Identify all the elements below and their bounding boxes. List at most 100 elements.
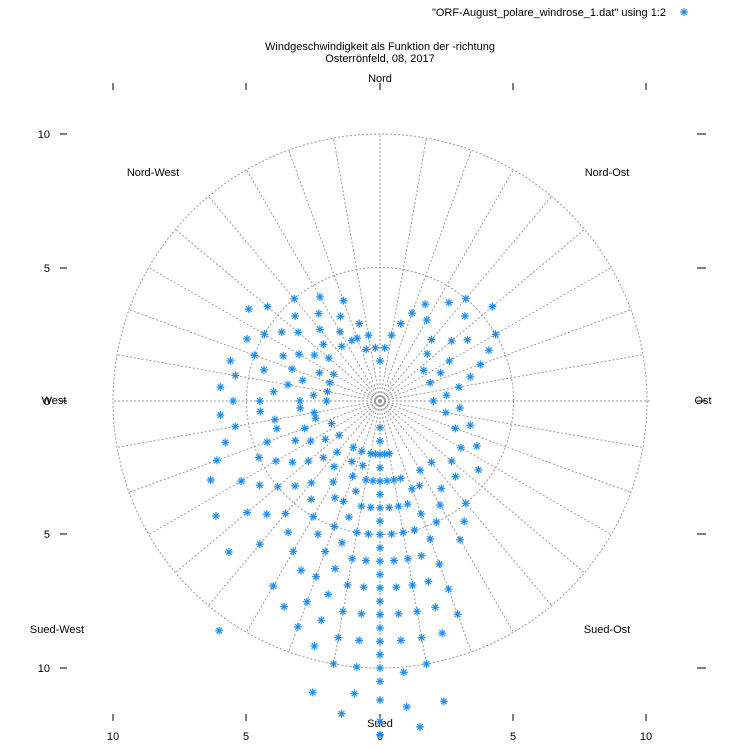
data-point <box>244 305 253 314</box>
data-point <box>427 458 436 467</box>
data-point <box>431 603 440 612</box>
data-point <box>344 513 353 522</box>
data-point <box>364 331 373 340</box>
data-point <box>442 391 451 400</box>
data-point <box>362 556 371 565</box>
data-point <box>339 497 348 506</box>
angle-grid-line <box>379 400 514 633</box>
data-point <box>329 659 338 668</box>
x-tick-label: 10 <box>640 731 652 743</box>
data-point <box>394 502 403 511</box>
data-point <box>444 298 453 307</box>
data-point <box>366 449 375 458</box>
data-point <box>309 512 318 521</box>
data-point <box>447 457 456 466</box>
legend: "ORF-August_polare_windrose_1.dat" using… <box>432 7 688 19</box>
data-point <box>416 466 425 475</box>
data-point <box>343 581 352 590</box>
data-point <box>439 697 448 706</box>
data-point <box>396 474 405 483</box>
data-point <box>444 585 453 594</box>
data-point <box>385 449 394 458</box>
data-point <box>269 581 278 590</box>
data-point <box>211 511 220 520</box>
data-point <box>336 312 345 321</box>
data-point <box>455 403 464 412</box>
data-point <box>413 607 422 616</box>
data-point <box>376 490 384 499</box>
data-point <box>312 572 321 581</box>
data-point <box>451 424 460 433</box>
data-point <box>369 476 378 485</box>
data-point <box>352 528 361 537</box>
data-point <box>403 500 412 509</box>
data-point <box>376 437 384 446</box>
data-point <box>399 528 408 537</box>
r-grid-circle <box>112 133 648 669</box>
angle-grid-line <box>379 400 632 493</box>
data-point <box>376 650 384 659</box>
data-point <box>327 419 336 428</box>
data-point <box>271 457 280 466</box>
data-point <box>337 538 346 547</box>
data-point <box>309 391 318 400</box>
angle-grid-line <box>207 400 381 606</box>
data-point <box>357 502 366 511</box>
data-point <box>325 378 334 387</box>
data-point <box>307 478 316 487</box>
data-point <box>221 438 230 447</box>
data-point <box>460 312 469 321</box>
data-point <box>376 503 384 512</box>
data-point <box>396 319 405 328</box>
data-point <box>423 349 432 358</box>
y-tick-label: 5 <box>44 263 50 275</box>
angle-grid-line <box>333 137 381 402</box>
data-point <box>337 342 346 351</box>
data-point <box>337 709 346 718</box>
data-point <box>382 476 391 485</box>
data-point <box>315 292 324 301</box>
data-point <box>224 548 233 557</box>
data-point <box>376 463 384 472</box>
data-point <box>330 493 339 502</box>
data-point <box>389 556 398 565</box>
data-point <box>376 664 384 672</box>
data-point <box>451 472 460 481</box>
data-point <box>364 529 373 538</box>
data-point <box>407 484 416 493</box>
angle-grid-line <box>379 309 632 402</box>
data-point <box>237 477 246 486</box>
data-point <box>321 435 330 444</box>
data-point <box>272 424 281 433</box>
data-point <box>313 530 322 539</box>
data-point <box>310 408 319 417</box>
data-point <box>376 557 384 566</box>
data-point <box>250 351 259 360</box>
data-point <box>348 554 357 563</box>
angle-grid-line <box>116 400 381 448</box>
data-point <box>262 510 271 519</box>
data-point <box>321 547 330 556</box>
data-point <box>371 450 380 459</box>
data-point <box>376 477 384 486</box>
legend-marker <box>680 8 688 16</box>
data-point <box>306 437 315 446</box>
data-point <box>255 540 264 549</box>
data-point <box>484 346 493 355</box>
data-point <box>441 408 450 417</box>
data-point <box>424 577 433 586</box>
data-point <box>417 551 426 560</box>
angle-grid-line <box>379 400 472 653</box>
chart-title: Windgeschwindigkeit als Funktion der -ri… <box>265 41 495 53</box>
y-tick-label: 10 <box>38 663 50 675</box>
data-point <box>315 325 324 334</box>
angle-grid-line <box>379 400 585 574</box>
data-point <box>461 294 470 303</box>
data-point <box>380 343 389 352</box>
angle-grid-line <box>379 400 644 448</box>
data-point <box>376 717 384 726</box>
data-point <box>351 487 360 496</box>
data-point <box>315 368 324 377</box>
data-point <box>435 560 444 569</box>
